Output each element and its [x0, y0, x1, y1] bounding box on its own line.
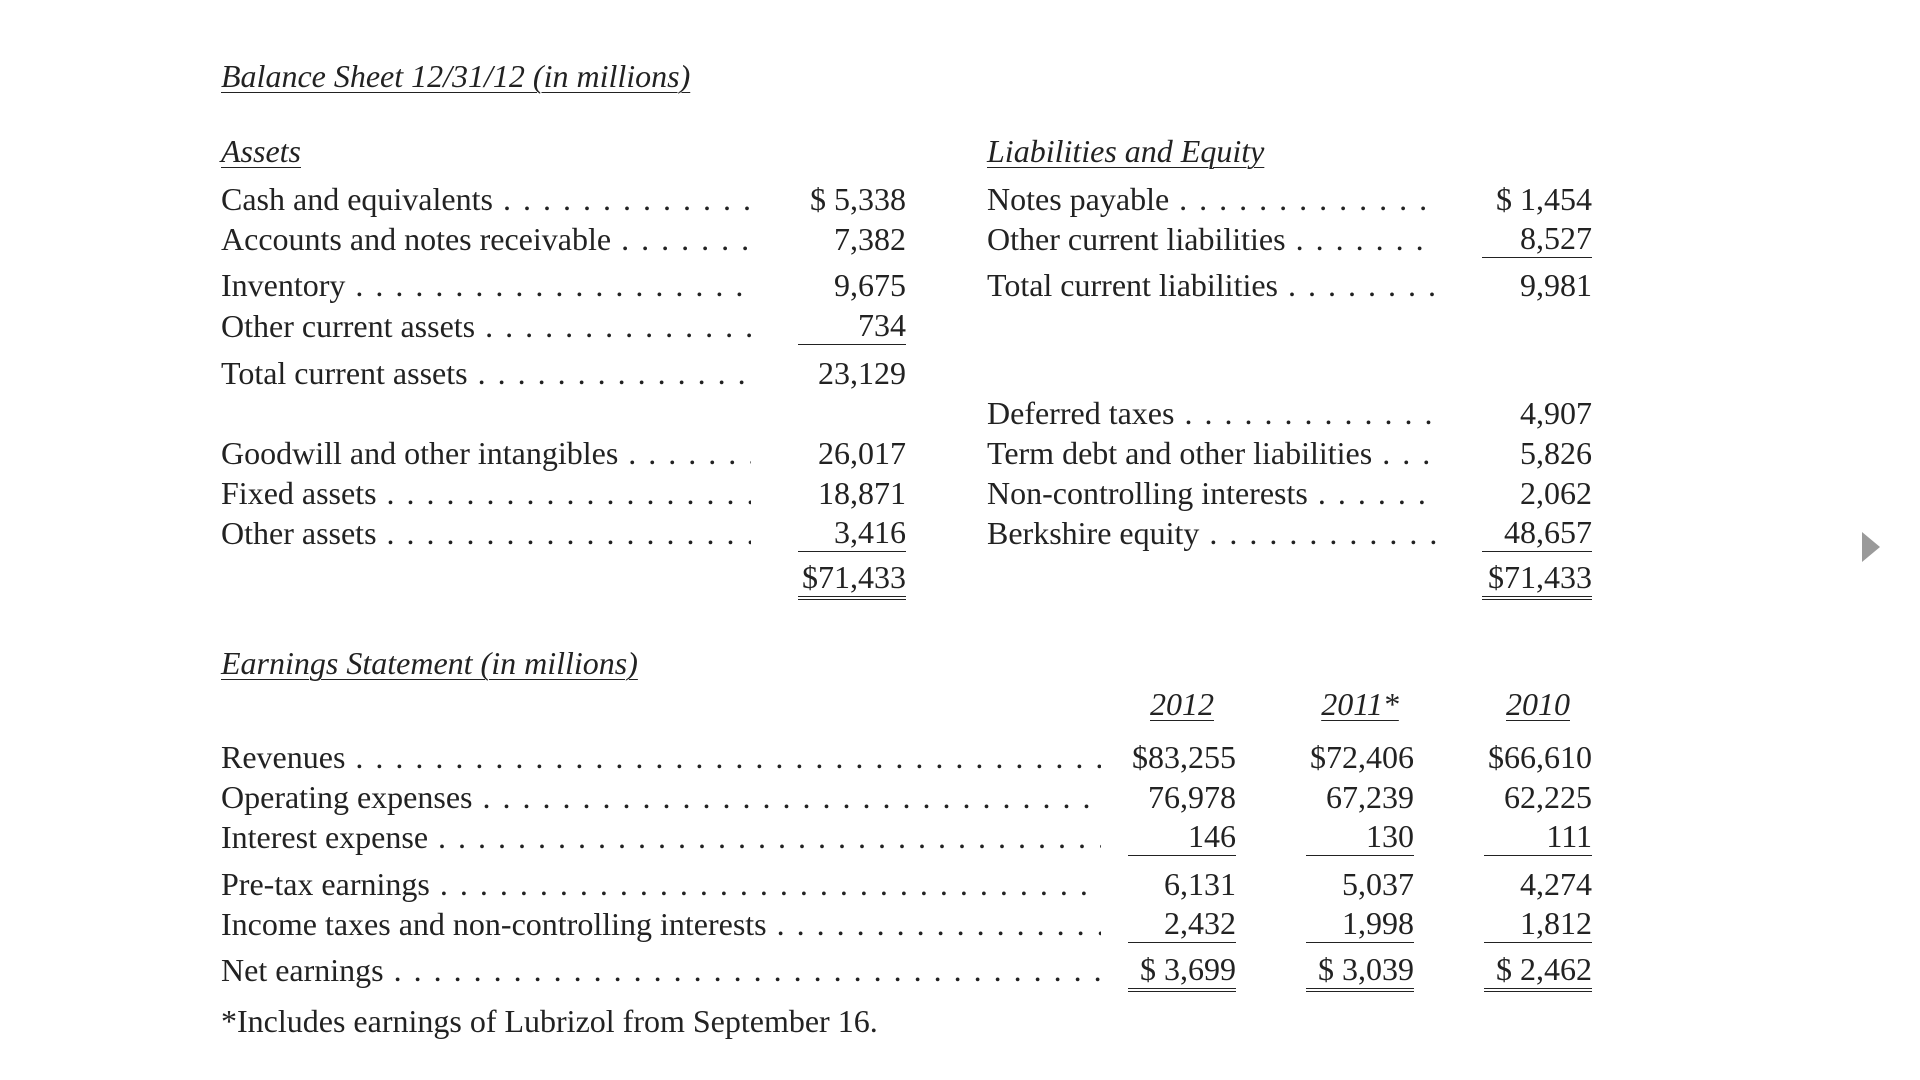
asset-value-fixed: 18,871: [818, 475, 906, 511]
earnings-label-operating-expenses: Operating expenses: [221, 777, 1101, 817]
earnings-value-revenues-2010: $66,610: [1488, 739, 1592, 775]
asset-value-receivables: 7,382: [834, 221, 906, 257]
earnings-label-interest-expense: Interest expense: [221, 817, 1101, 857]
liability-label-berkshire-equity: Berkshire equity: [987, 513, 1437, 553]
liability-label-other-current: Other current liabilities: [987, 219, 1437, 259]
earnings-value-opex-2010: 62,225: [1504, 779, 1592, 815]
liability-value-term-debt: 5,826: [1520, 435, 1592, 471]
earnings-value-taxes-2011: 1,998: [1306, 904, 1414, 943]
liability-label-notes-payable: Notes payable: [987, 179, 1437, 219]
liability-value-other-current: 8,527: [1482, 219, 1592, 258]
asset-label-cash: Cash and equivalents: [221, 179, 751, 219]
earnings-value-opex-2011: 67,239: [1326, 779, 1414, 815]
earnings-value-taxes-2012: 2,432: [1128, 904, 1236, 943]
earnings-value-net-2010: $ 2,462: [1484, 950, 1592, 992]
earnings-statement-title: Earnings Statement (in millions): [221, 645, 638, 681]
asset-label-goodwill: Goodwill and other intangibles: [221, 433, 751, 473]
assets-total: $71,433: [798, 558, 906, 600]
earnings-value-revenues-2011: $72,406: [1310, 739, 1414, 775]
earnings-value-pretax-2012: 6,131: [1164, 866, 1236, 902]
asset-value-other-current: 734: [798, 306, 906, 345]
earnings-value-opex-2012: 76,978: [1148, 779, 1236, 815]
year-header-2011: 2011*: [1321, 686, 1399, 722]
asset-value-cash: $ 5,338: [810, 181, 906, 217]
earnings-label-income-taxes: Income taxes and non-controlling interes…: [221, 904, 1101, 944]
footnote: *Includes earnings of Lubrizol from Sept…: [221, 1003, 878, 1039]
year-header-2012: 2012: [1150, 686, 1214, 722]
liability-value-non-controlling: 2,062: [1520, 475, 1592, 511]
earnings-value-taxes-2010: 1,812: [1484, 904, 1592, 943]
asset-value-total-current: 23,129: [818, 355, 906, 391]
earnings-value-pretax-2010: 4,274: [1520, 866, 1592, 902]
asset-value-goodwill: 26,017: [818, 435, 906, 471]
earnings-value-net-2011: $ 3,039: [1306, 950, 1414, 992]
earnings-label-pretax: Pre-tax earnings: [221, 864, 1101, 904]
liability-value-total-current: 9,981: [1520, 267, 1592, 303]
liability-value-notes-payable: $ 1,454: [1496, 181, 1592, 217]
liability-label-non-controlling: Non-controlling interests: [987, 473, 1437, 513]
asset-label-total-current: Total current assets: [221, 353, 751, 393]
asset-value-inventory: 9,675: [834, 267, 906, 303]
earnings-value-revenues-2012: $83,255: [1132, 739, 1236, 775]
earnings-value-net-2012: $ 3,699: [1128, 950, 1236, 992]
earnings-value-interest-2011: 130: [1306, 817, 1414, 856]
balance-sheet-title: Balance Sheet 12/31/12 (in millions): [221, 58, 691, 94]
asset-label-inventory: Inventory: [221, 265, 751, 305]
earnings-value-interest-2010: 111: [1484, 817, 1592, 856]
assets-heading: Assets: [221, 133, 301, 169]
liability-value-deferred-taxes: 4,907: [1520, 395, 1592, 431]
earnings-label-net-earnings: Net earnings: [221, 950, 1101, 990]
asset-value-other: 3,416: [798, 513, 906, 552]
earnings-value-interest-2012: 146: [1128, 817, 1236, 856]
earnings-value-pretax-2011: 5,037: [1342, 866, 1414, 902]
liabilities-total: $71,433: [1482, 558, 1592, 600]
asset-label-other: Other assets: [221, 513, 751, 553]
liabilities-heading: Liabilities and Equity: [987, 133, 1265, 169]
liability-label-deferred-taxes: Deferred taxes: [987, 393, 1437, 433]
year-header-2010: 2010: [1506, 686, 1570, 722]
liability-label-total-current: Total current liabilities: [987, 265, 1437, 305]
asset-label-receivables: Accounts and notes receivable: [221, 219, 751, 259]
triangle-right-icon[interactable]: [1862, 532, 1880, 562]
liability-label-term-debt: Term debt and other liabilities: [987, 433, 1437, 473]
asset-label-fixed: Fixed assets: [221, 473, 751, 513]
asset-label-other-current: Other current assets: [221, 306, 751, 346]
earnings-label-revenues: Revenues: [221, 737, 1101, 777]
liability-value-berkshire-equity: 48,657: [1482, 513, 1592, 552]
